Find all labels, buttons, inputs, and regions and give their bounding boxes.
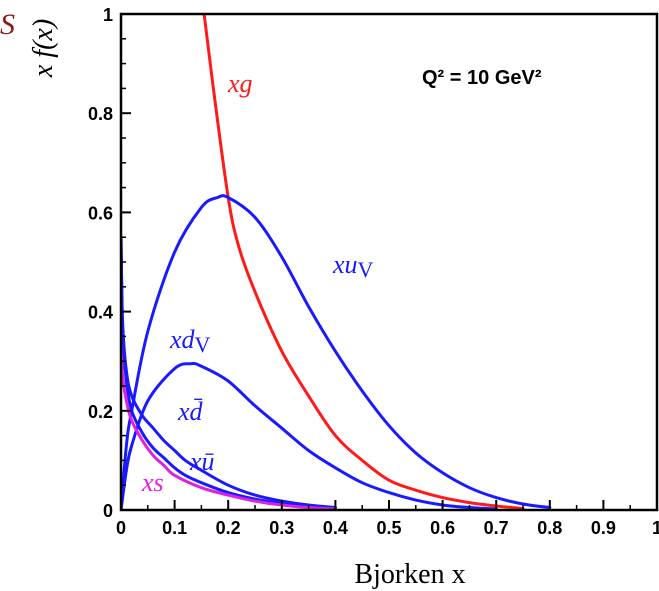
x-tick-label: 0.3 <box>269 518 294 538</box>
x-tick-label: 0.1 <box>162 518 187 538</box>
x-tick-label: 1 <box>652 518 659 538</box>
x-tick-label: 0 <box>116 518 126 538</box>
series-label: xs <box>141 468 164 497</box>
x-axis-title: Bjorken x <box>354 559 465 590</box>
y-tick-label: 0.4 <box>88 303 113 323</box>
y-axis: 0 0.2 0.4 0.6 0.8 1 <box>88 5 131 521</box>
series-label: xū <box>189 447 215 476</box>
x-tick-label: 0.2 <box>216 518 241 538</box>
series-line-xd <box>121 235 337 509</box>
x-tick-label: 0.7 <box>484 518 509 538</box>
y-tick-label: 0.6 <box>88 203 113 223</box>
x-tick-label: 0.4 <box>323 518 348 538</box>
x-tick-label: 0.8 <box>537 518 562 538</box>
top-left-label: S <box>0 8 15 41</box>
x-tick-label: 0.5 <box>376 518 401 538</box>
series-line-x <box>121 235 337 510</box>
y-axis-title: x f(x) <box>28 19 59 78</box>
x-tick-label: 0.6 <box>430 518 455 538</box>
y-tick-label: 0 <box>103 501 113 521</box>
x-axis: 0 0.1 0.2 0.3 0.4 0.5 0.6 0.7 0.8 0.9 1 <box>116 500 659 538</box>
series-curves <box>121 14 552 510</box>
q2-annotation: Q² = 10 GeV² <box>422 67 542 89</box>
series-label: xd̄ <box>177 397 204 426</box>
y-tick-label: 1 <box>103 5 113 25</box>
series-label: xg <box>227 69 253 98</box>
series-line-xd_V <box>121 362 498 510</box>
y-tick-label: 0.8 <box>88 104 113 124</box>
series-line-xu_V <box>121 194 552 510</box>
series-label: xuV <box>332 250 374 282</box>
x-tick-label: 0.9 <box>591 518 616 538</box>
plot-frame <box>119 12 659 512</box>
y-tick-label: 0.2 <box>88 402 113 422</box>
series-line-xs <box>121 344 337 510</box>
series-label: xdV <box>169 325 211 357</box>
